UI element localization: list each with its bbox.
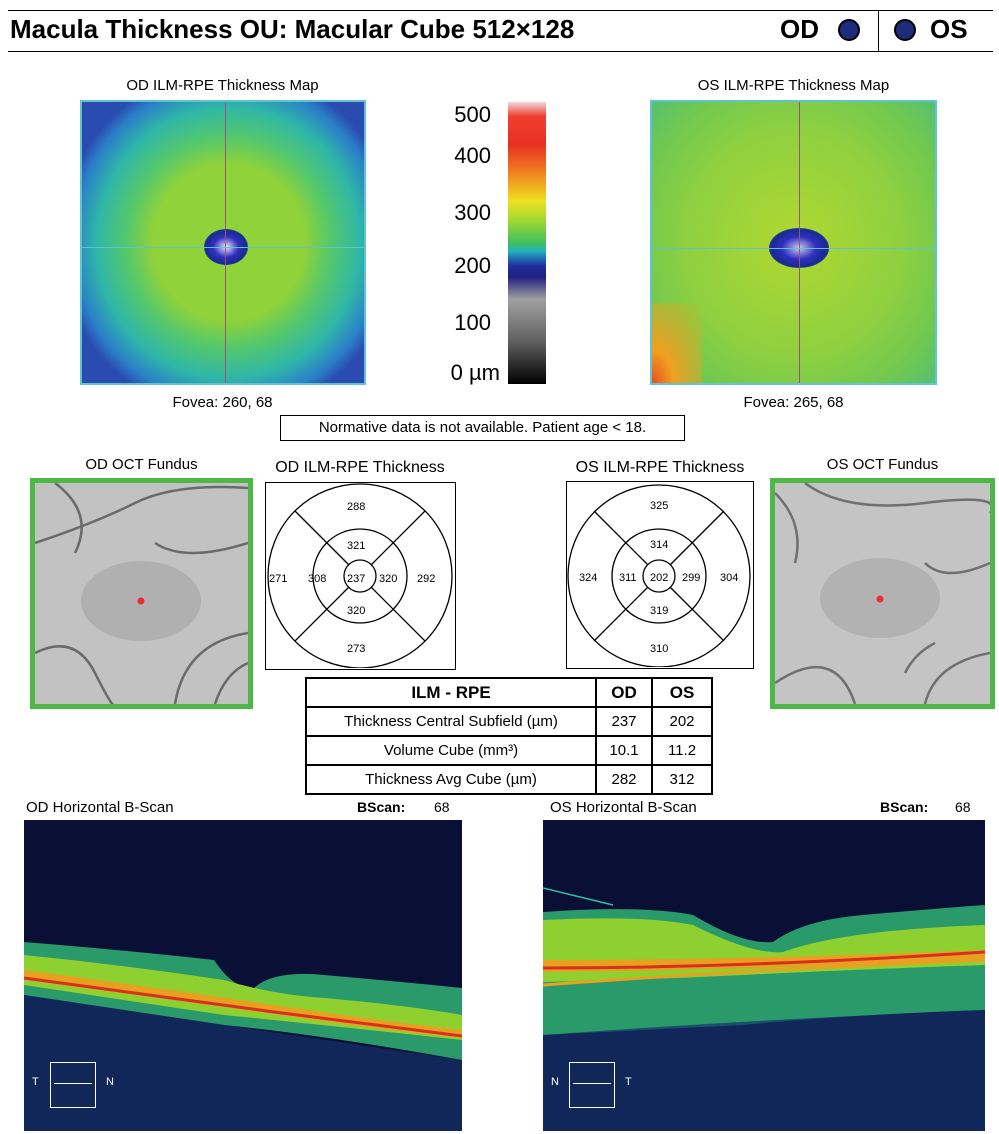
od-grid-title: OD ILM-RPE Thickness	[275, 459, 445, 476]
od-inner-superior: 321	[347, 540, 366, 552]
os-value: 312	[651, 764, 713, 795]
scale-label-300: 300	[454, 200, 491, 225]
header-top-rule	[8, 10, 993, 11]
os-outer-nasal: 324	[579, 572, 598, 584]
os-etdrs-grid: 325 314 324 311 202 299 304 319 310	[566, 481, 754, 669]
od-orientation-box	[50, 1062, 96, 1108]
od-inner-inferior: 320	[347, 605, 366, 617]
os-fundus-image	[770, 478, 995, 709]
os-thick-corner	[652, 303, 702, 383]
od-inner-nasal: 320	[379, 573, 398, 585]
od-retina-layers	[24, 942, 462, 1131]
od-fovea-label: Fovea: 260, 68	[172, 394, 273, 411]
thickness-summary-table: ILM - RPE OD OS Thickness Central Subfie…	[305, 677, 713, 795]
os-vertical-crosshair	[799, 102, 800, 383]
od-thickness-map	[80, 100, 366, 385]
scale-label-200: 200	[454, 253, 491, 278]
header-ilm-rpe: ILM - RPE	[305, 677, 597, 708]
scale-label-400: 400	[454, 143, 491, 168]
od-grid-circles	[267, 483, 453, 668]
page-title: Macula Thickness OU: Macular Cube 512×12…	[10, 14, 575, 44]
os-value: 11.2	[651, 735, 713, 766]
scale-label-0: 0 µm	[450, 360, 500, 385]
os-bscan-title: OS Horizontal B-Scan	[550, 799, 697, 816]
row-label: Thickness Central Subfield (µm)	[305, 706, 597, 737]
od-value: 10.1	[595, 735, 653, 766]
od-bscan-label: BScan:	[357, 799, 406, 815]
scale-label-100: 100	[454, 310, 491, 335]
os-map-title: OS ILM-RPE Thickness Map	[697, 77, 890, 94]
os-arrow-icon	[573, 1083, 611, 1084]
od-map-title: OD ILM-RPE Thickness Map	[126, 77, 319, 94]
os-value: 202	[651, 706, 713, 737]
os-grid-circles	[567, 484, 751, 667]
od-inner-temporal: 308	[308, 573, 327, 585]
os-bscan-image: N T	[543, 820, 985, 1131]
os-thickness-map	[650, 100, 937, 385]
os-retina-layers	[543, 887, 985, 1131]
header-od: OD	[595, 677, 653, 708]
os-left-direction: N	[551, 1076, 559, 1088]
od-outer-temporal: 271	[269, 573, 288, 585]
os-outer-inferior: 310	[650, 643, 669, 655]
table-header-row: ILM - RPE OD OS	[305, 677, 713, 708]
od-label: OD	[780, 14, 819, 44]
table-row: Volume Cube (mm³) 10.1 11.2	[305, 735, 713, 766]
os-grid-title: OS ILM-RPE Thickness	[575, 459, 745, 476]
header-os: OS	[651, 677, 713, 708]
normative-data-note: Normative data is not available. Patient…	[280, 415, 685, 441]
od-bscan-number: 68	[434, 799, 450, 815]
od-outer-inferior: 273	[347, 643, 366, 655]
row-label: Volume Cube (mm³)	[305, 735, 597, 766]
od-arrow-icon	[54, 1083, 92, 1084]
od-bscan-title: OD Horizontal B-Scan	[26, 799, 174, 816]
od-bscan-image: T N	[24, 820, 462, 1131]
table-row: Thickness Central Subfield (µm) 237 202	[305, 706, 713, 737]
os-right-direction: T	[625, 1076, 632, 1088]
od-right-direction: N	[106, 1076, 114, 1088]
od-fundus-image	[30, 478, 253, 709]
os-fundus-title: OS OCT Fundus	[826, 456, 939, 473]
table-row: Thickness Avg Cube (µm) 282 312	[305, 764, 713, 795]
os-outer-superior: 325	[650, 500, 669, 512]
od-vertical-crosshair	[225, 102, 226, 383]
os-orientation-box	[569, 1062, 615, 1108]
od-horizontal-crosshair	[82, 247, 364, 248]
od-fundus-vessels	[35, 483, 248, 704]
od-value: 282	[595, 764, 653, 795]
os-inner-temporal: 299	[682, 572, 701, 584]
scale-label-500: 500	[454, 102, 491, 127]
od-value: 237	[595, 706, 653, 737]
od-left-direction: T	[32, 1076, 39, 1088]
row-label: Thickness Avg Cube (µm)	[305, 764, 597, 795]
os-fovea-label: Fovea: 265, 68	[743, 394, 844, 411]
color-scale-bar	[508, 102, 546, 384]
od-etdrs-grid: 288 321 271 308 237 320 292 320 273	[265, 482, 456, 670]
os-inner-nasal: 311	[619, 572, 637, 584]
os-central: 202	[650, 572, 669, 584]
os-label: OS	[930, 14, 968, 44]
od-outer-nasal: 292	[417, 573, 436, 585]
os-bscan-number: 68	[955, 799, 971, 815]
od-fundus-title: OD OCT Fundus	[85, 456, 198, 473]
os-bscan-label: BScan:	[880, 799, 929, 815]
od-central: 237	[347, 573, 366, 585]
os-fundus-vessels	[775, 483, 990, 704]
os-inner-superior: 314	[650, 539, 669, 551]
os-inner-inferior: 319	[650, 605, 669, 617]
os-horizontal-crosshair	[652, 248, 935, 249]
od-eye-icon	[838, 19, 860, 41]
os-eye-icon	[894, 19, 916, 41]
od-outer-superior: 288	[347, 501, 366, 513]
os-outer-temporal: 304	[720, 572, 739, 584]
header-bottom-rule	[8, 51, 993, 52]
divider	[878, 10, 879, 52]
